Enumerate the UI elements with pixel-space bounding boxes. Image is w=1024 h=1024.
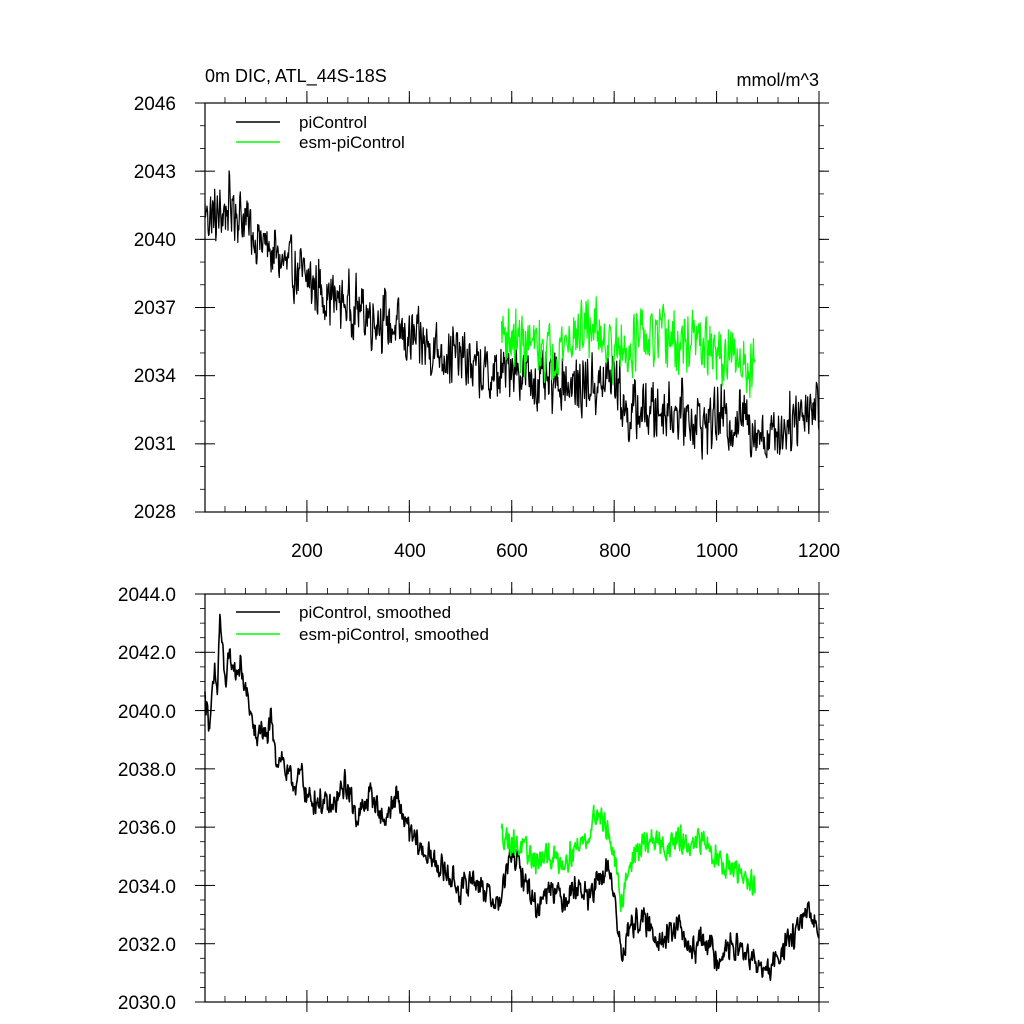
- panel-bottom-y-tick-labels: 2030.0 2032.0 2034.0 2036.0 2038.0 2040.…: [118, 585, 176, 1014]
- series-line-esm-picontrol-smoothed: [500, 804, 756, 913]
- top-x-tick-label: 400: [394, 541, 426, 562]
- panel-top-y-tick-labels: 2028 2031 2034 2037 2040 2043 2046: [134, 94, 177, 523]
- bottom-y-tick-label: 2040.0: [118, 702, 176, 723]
- legend-label-picontrol: piControl: [299, 113, 367, 132]
- panel-bottom-axes: [195, 582, 829, 1012]
- bottom-y-tick-label: 2038.0: [118, 760, 176, 781]
- top-x-tick-label: 1200: [798, 541, 840, 562]
- top-y-tick-label: 2031: [134, 434, 176, 455]
- series-line-esm-picontrol: [500, 296, 756, 399]
- panel-bottom-frame: [204, 593, 820, 1003]
- panel-top-series-group: [204, 170, 820, 460]
- panel-top-axes: [195, 91, 829, 522]
- top-y-tick-label: 2040: [134, 230, 176, 251]
- panel-top-title: 0m DIC, ATL_44S-18S: [205, 66, 387, 87]
- top-x-tick-label: 200: [291, 541, 323, 562]
- top-y-tick-label: 2028: [134, 502, 176, 523]
- panel-bottom-series-group: [204, 613, 820, 982]
- top-y-tick-label: 2037: [134, 298, 176, 319]
- panel-top-legend: piControl esm-piControl: [236, 113, 405, 152]
- top-x-tick-label: 800: [599, 541, 631, 562]
- bottom-y-tick-label: 2036.0: [118, 818, 176, 839]
- bottom-y-tick-label: 2030.0: [118, 993, 176, 1014]
- panel-top-frame: [204, 102, 820, 513]
- top-y-tick-label: 2043: [134, 162, 176, 183]
- panel-top-x-tick-labels: 200 400 600 800 1000 1200: [291, 541, 840, 562]
- panel-top-units: mmol/m^3: [737, 70, 819, 90]
- bottom-y-tick-label: 2034.0: [118, 877, 176, 898]
- legend-label-picontrol-smoothed: piControl, smoothed: [299, 603, 451, 622]
- series-line-picontrol: [204, 170, 820, 460]
- top-y-tick-label: 2034: [134, 366, 177, 387]
- top-y-tick-label: 2046: [134, 94, 176, 115]
- series-line-picontrol-smoothed: [204, 613, 820, 982]
- top-x-tick-label: 600: [496, 541, 528, 562]
- top-x-tick-label: 1000: [696, 541, 738, 562]
- bottom-y-tick-label: 2044.0: [118, 585, 176, 606]
- panel-bottom: 2030.0 2032.0 2034.0 2036.0 2038.0 2040.…: [118, 582, 829, 1014]
- panel-top: 0m DIC, ATL_44S-18S mmol/m^3 2028 2031 2…: [134, 66, 840, 562]
- panel-bottom-legend: piControl, smoothed esm-piControl, smoot…: [236, 603, 489, 644]
- legend-label-esm-picontrol: esm-piControl: [299, 133, 405, 152]
- bottom-y-tick-label: 2032.0: [118, 935, 176, 956]
- bottom-y-tick-label: 2042.0: [118, 643, 176, 664]
- legend-label-esm-picontrol-smoothed: esm-piControl, smoothed: [299, 625, 489, 644]
